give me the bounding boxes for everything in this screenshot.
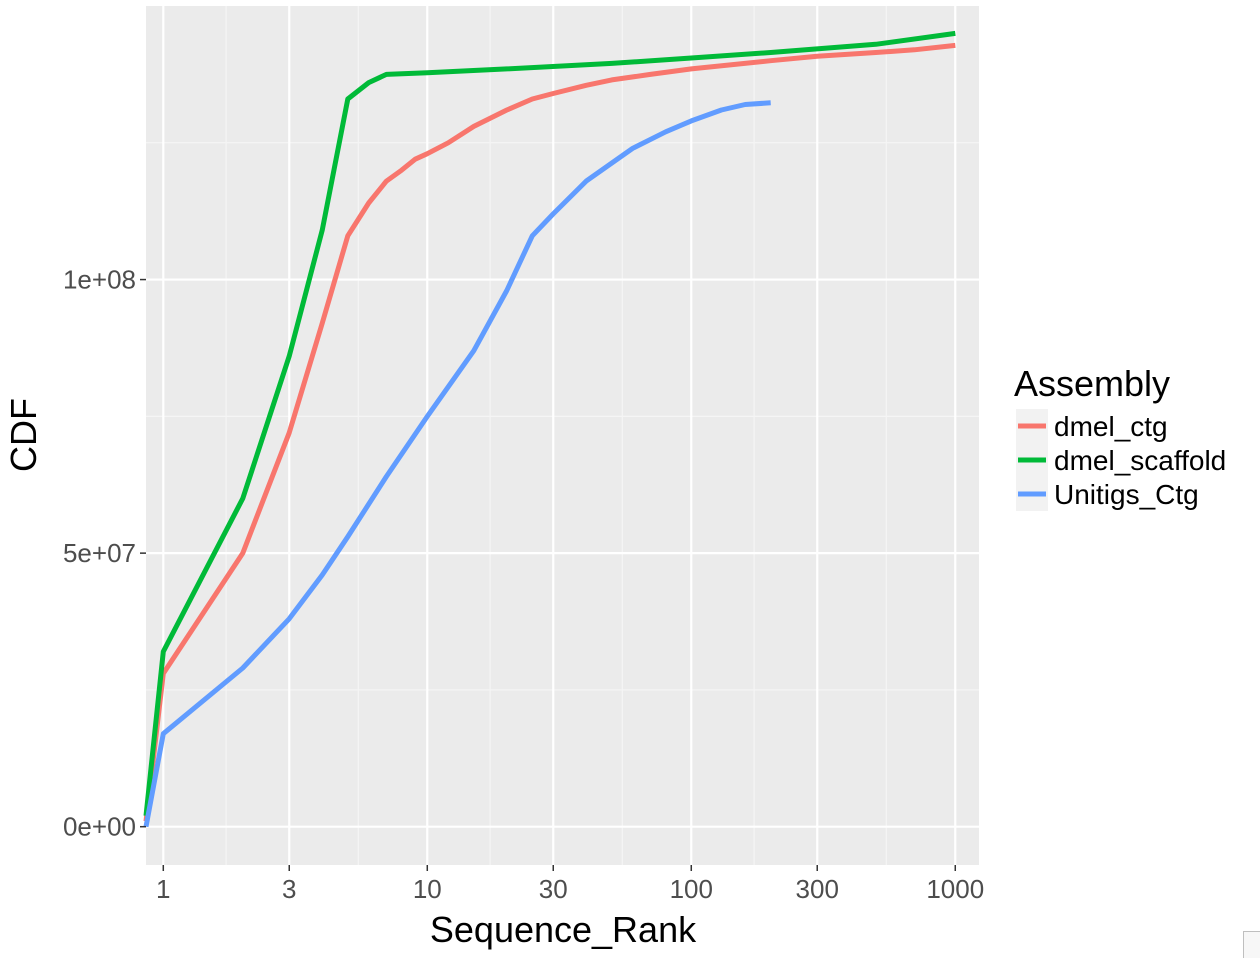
- x-axis-title: Sequence_Rank: [430, 909, 697, 950]
- x-tick-label: 1000: [926, 874, 984, 904]
- resize-handle[interactable]: [1243, 931, 1260, 958]
- series-line-dmel-ctg: [143, 42, 956, 822]
- series-line-unitigs-ctg: [143, 100, 771, 828]
- minor-gridlines: [146, 6, 979, 865]
- y-tick-label: 1e+08: [63, 265, 136, 295]
- x-tick-label: 100: [670, 874, 713, 904]
- x-tick-label: 30: [539, 874, 568, 904]
- y-axis-tick-labels: 0e+00 5e+07 1e+08: [63, 265, 136, 842]
- plot-panel: [146, 6, 979, 865]
- x-tick-label: 300: [796, 874, 839, 904]
- x-tick-label: 3: [282, 874, 296, 904]
- x-tick-label: 1: [156, 874, 170, 904]
- x-tick-label: 10: [413, 874, 442, 904]
- series-lines: [143, 30, 956, 828]
- major-gridlines: [146, 6, 979, 865]
- legend: Assembly dmel_ctgdmel_scaffoldUnitigs_Ct…: [1014, 363, 1226, 511]
- y-axis-title: CDF: [3, 398, 44, 472]
- legend-title: Assembly: [1014, 363, 1170, 404]
- legend-label-dmel-ctg: dmel_ctg: [1054, 411, 1168, 442]
- legend-label-dmel-scaffold: dmel_scaffold: [1054, 445, 1226, 476]
- axis-ticks: [140, 278, 957, 871]
- legend-label-unitigs-ctg: Unitigs_Ctg: [1054, 479, 1199, 510]
- y-tick-label: 0e+00: [63, 812, 136, 842]
- series-line-dmel-scaffold: [143, 30, 956, 817]
- x-axis-tick-labels: 1 3 10 30 100 300 1000: [156, 874, 984, 904]
- y-tick-label: 5e+07: [63, 538, 136, 568]
